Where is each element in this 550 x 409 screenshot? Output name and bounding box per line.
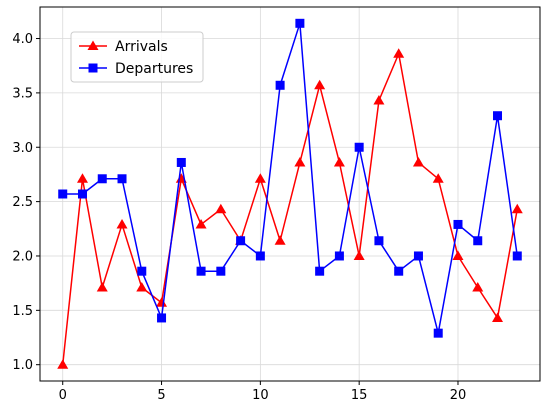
data-point-arrivals	[472, 282, 484, 292]
data-point-arrivals	[373, 95, 385, 105]
data-point-departures	[433, 328, 443, 338]
data-point-departures	[77, 189, 87, 199]
data-point-departures	[216, 266, 226, 276]
data-point-departures	[58, 189, 68, 199]
data-point-arrivals	[274, 235, 286, 245]
data-point-departures	[137, 266, 147, 276]
data-point-departures	[354, 142, 364, 152]
data-point-arrivals	[254, 173, 266, 183]
plot-frame	[39, 6, 541, 382]
series-line-arrivals	[61, 53, 519, 365]
legend-marker-departures	[88, 63, 98, 73]
data-point-arrivals	[333, 156, 345, 167]
data-point-departures	[117, 174, 127, 184]
data-point-arrivals	[432, 173, 444, 183]
y-tick-label: 1.5	[12, 304, 33, 319]
axis-ticks: 0 5 10 15 20 1.0 1.5 2.0 2.5 3.0 3.5 4.0	[12, 32, 466, 403]
data-point-arrivals	[136, 282, 148, 292]
data-point-arrivals	[412, 156, 424, 167]
data-point-departures	[255, 251, 265, 261]
data-point-arrivals	[57, 359, 69, 369]
legend: Arrivals Departures	[70, 31, 204, 83]
data-point-departures	[394, 266, 404, 276]
series-line-departures	[62, 22, 519, 334]
x-tick-label: 20	[450, 388, 467, 403]
legend-box	[70, 31, 204, 83]
data-point-departures	[473, 236, 483, 246]
data-point-arrivals	[492, 312, 504, 322]
data-point-arrivals	[393, 48, 405, 58]
data-point-departures	[97, 174, 107, 184]
data-point-arrivals	[156, 297, 168, 307]
x-tick-label: 0	[59, 388, 67, 403]
y-tick-label: 2.0	[12, 249, 33, 264]
data-point-arrivals	[294, 156, 306, 167]
data-point-arrivals	[314, 79, 326, 90]
data-point-arrivals	[96, 282, 108, 292]
data-point-departures	[196, 266, 206, 276]
y-tick-label: 1.0	[12, 358, 33, 373]
y-tick-label: 2.5	[12, 195, 33, 210]
data-point-arrivals	[511, 203, 523, 214]
x-tick-label: 10	[252, 388, 269, 403]
y-tick-label: 3.5	[12, 86, 33, 101]
data-point-arrivals	[452, 250, 464, 260]
x-tick-label: 15	[351, 388, 368, 403]
series-layer	[57, 18, 523, 369]
data-point-departures	[315, 266, 325, 276]
legend-label-departures: Departures	[115, 61, 193, 77]
data-point-departures	[275, 80, 285, 90]
data-point-arrivals	[76, 173, 88, 183]
data-point-departures	[236, 236, 246, 246]
data-point-departures	[374, 236, 384, 246]
data-point-departures	[413, 251, 423, 261]
data-point-departures	[493, 111, 503, 121]
data-point-arrivals	[195, 218, 207, 229]
y-tick-label: 3.0	[12, 141, 33, 156]
x-tick-label: 5	[157, 388, 165, 403]
y-tick-label: 4.0	[12, 32, 33, 47]
data-point-arrivals	[116, 218, 128, 229]
data-point-departures	[295, 18, 305, 28]
data-point-arrivals	[353, 250, 365, 260]
legend-label-arrivals: Arrivals	[115, 39, 168, 55]
data-point-departures	[453, 219, 463, 229]
data-point-departures	[157, 313, 167, 323]
legend-marker-arrivals	[87, 40, 99, 50]
data-point-departures	[512, 251, 522, 261]
data-point-arrivals	[215, 203, 227, 214]
data-point-departures	[176, 157, 186, 167]
data-point-departures	[334, 251, 344, 261]
